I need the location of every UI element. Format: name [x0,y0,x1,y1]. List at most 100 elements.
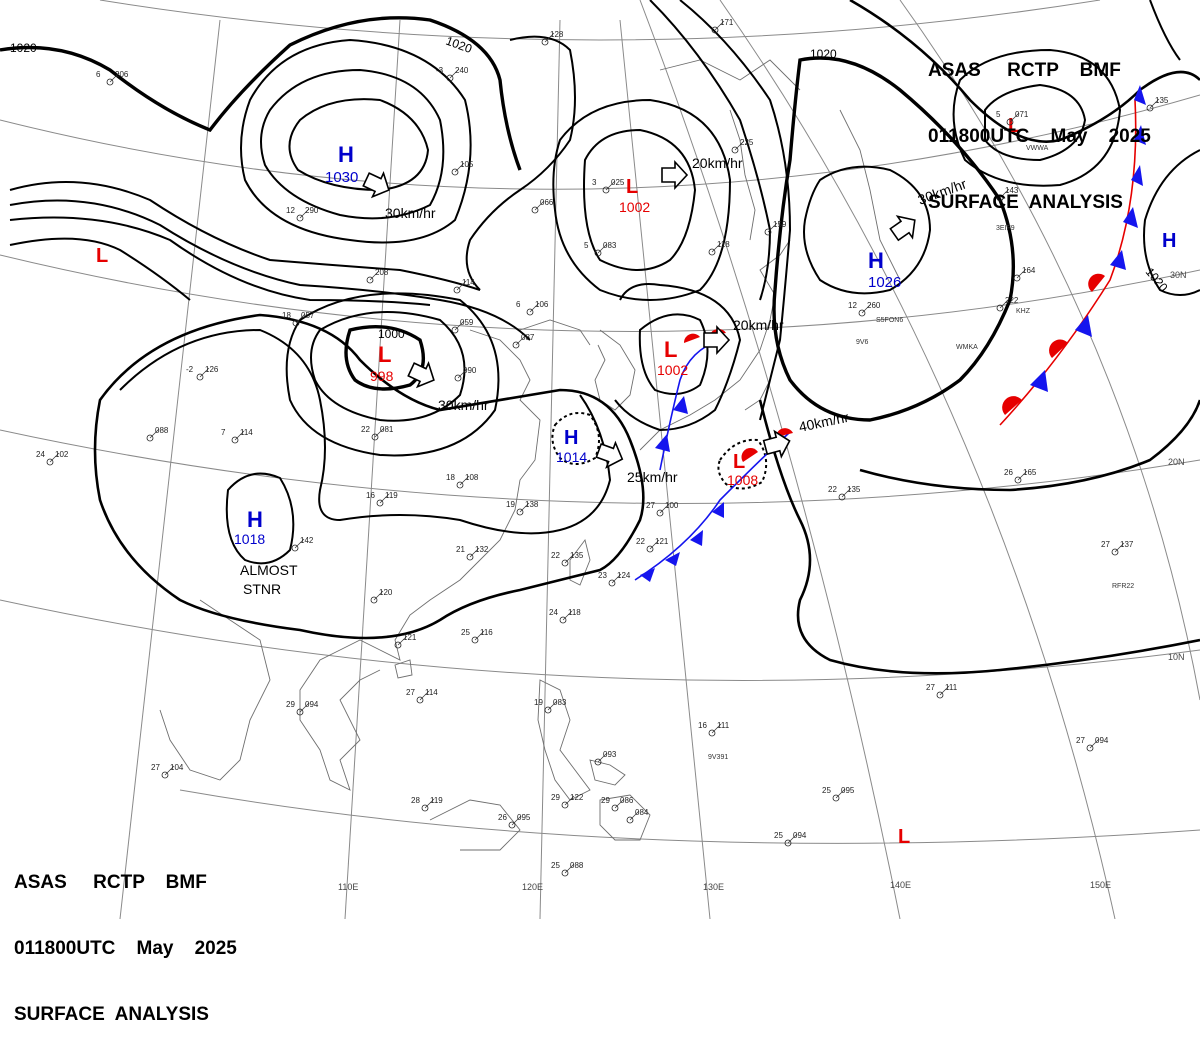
wind-barb-icon [374,427,385,438]
lon-label: 150E [1090,880,1111,890]
station-temperature: 24 [36,450,45,459]
station-pressure: 121 [655,537,669,546]
wind-barb-icon [424,798,435,809]
header-line-1: ASAS RCTP BMF [14,872,207,893]
coast-sakhalin [729,109,756,241]
station-pressure: 120 [379,588,393,597]
front-triangle [673,396,688,414]
wind-barb-icon [457,368,468,379]
chart-header-bottom-left: ASAS RCTP BMF 011800UTC May 2025 SURFACE… [14,828,237,1048]
isobar-east-low [984,83,1087,162]
station-circle-icon [832,794,840,802]
station-pressure: 124 [617,571,631,580]
station-temperature: 27 [151,763,160,772]
wind-barb-icon [519,502,530,513]
wind-barb-icon [1149,98,1160,109]
station-plot: 29 094 [286,700,319,716]
wind-barb-icon [199,367,210,378]
station-plot: 26 165 [1004,468,1037,484]
station-circle-icon [936,691,944,699]
station-circle-icon [594,249,602,257]
lon-label: 120E [522,882,543,892]
high-center-letter: H [247,507,263,532]
station-pressure: 094 [305,700,319,709]
low-center-letter: L [378,342,391,367]
station-plot: 7 114 [221,428,253,444]
station-plot: 222 [996,296,1019,312]
station-plot: 22 121 [636,537,669,553]
station-temperature: 16 [698,721,707,730]
station-plot: 27 094 [1076,736,1109,752]
station-plot: 23 124 [598,571,631,587]
station-plot: 22 135 [551,551,584,567]
station-plot: 142 [291,536,314,552]
station-pressure: 090 [463,366,477,375]
front-triangle [1123,207,1138,228]
station-circle-icon [708,248,716,256]
station-pressure: 088 [570,861,584,870]
station-pressure: 114 [462,278,475,287]
low-center-value: 1002 [657,362,688,378]
wind-barb-icon [397,635,408,646]
station-circle-icon [764,228,772,236]
lat-label: 30N [1170,270,1187,280]
wind-barb-icon [164,765,175,776]
station-pressure: 114 [240,428,253,437]
station-circle-icon [996,194,1004,202]
station-plot: 18 057 [282,311,315,327]
station-temperature: 22 [551,551,560,560]
station-circle-icon [608,579,616,587]
station-temperature: 25 [461,628,470,637]
isobar-central-vertical-3 [679,0,792,421]
station-circle-icon [858,309,866,317]
annotation-stnr: STNR [243,581,281,597]
station-temperature: 22 [828,485,837,494]
station-circle-icon [1006,118,1014,126]
isobar-1030-center [288,98,430,192]
station-plot: 19 083 [534,698,567,714]
coast-bohai [519,319,591,346]
station-plot: 208 [366,268,389,284]
low-center-letter: L [664,337,677,362]
parallel-40n [0,94,1200,190]
wind-barb-icon [149,428,160,439]
station-temperature: 12 [286,206,295,215]
wind-barb-icon [564,553,575,564]
station-plot: 128 [541,30,564,46]
wind-barb-icon [614,798,625,809]
station-pressure: 126 [205,365,219,374]
arrow-icon [595,440,624,469]
station-pressure: 222 [1005,296,1019,305]
isobar-label: 1000 [378,327,405,341]
station-circle-icon [646,545,654,553]
station-plot: 27 111 [926,683,958,699]
header-line-3: SURFACE ANALYSIS [14,1004,209,1025]
wind-barb-icon [649,539,660,550]
station-circle-icon [561,801,569,809]
station-plot: 19 138 [506,500,539,516]
station-circle-icon [1146,104,1154,112]
station-temperature: 27 [1076,736,1085,745]
station-pressure: 095 [517,813,531,822]
station-plot: 6 206 [96,70,129,86]
station-plot: 25 095 [822,786,855,802]
station-circle-icon [708,729,716,737]
station-plot: 25 088 [551,861,584,877]
station-temperature: 22 [636,537,645,546]
wind-barb-icon [659,503,670,514]
station-circle-icon [711,26,719,34]
low-center-letter: L [898,826,910,848]
station-plot: 25 094 [774,831,807,847]
station-circle-icon [544,706,552,714]
station-temperature: 6 [96,70,101,79]
front-triangle [1131,165,1143,186]
station-circle-icon [231,436,239,444]
station-plot: 120 [370,588,393,604]
station-pressure: 206 [115,70,129,79]
station-circle-icon [456,481,464,489]
station-circle-icon [626,816,634,824]
lon-label: 140E [890,880,911,890]
station-circle-icon [146,434,154,442]
wind-barb-icon [597,243,608,254]
station-pressure: 094 [793,831,807,840]
